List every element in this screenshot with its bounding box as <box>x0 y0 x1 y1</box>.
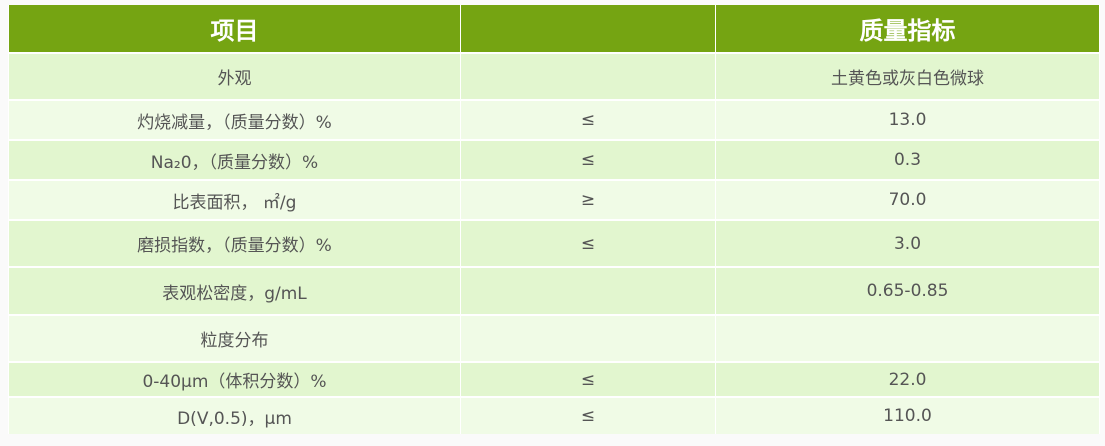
table-row: 表观松密度，g/mL 0.65-0.85 <box>8 266 1100 315</box>
spec-table: 项目 质量指标 外观 土黄色或灰白色微球 灼烧减量，（质量分数）% ≤13.0 Na₂0… <box>8 5 1100 434</box>
cell-item: 表观松密度，g/mL <box>8 266 461 315</box>
cell-value: 0.65-0.85 <box>715 266 1100 315</box>
cell-value: 0.3 <box>715 139 1100 180</box>
table-row: 灼烧减量，（质量分数）% ≤13.0 <box>8 99 1100 140</box>
table-row: 比表面积， ㎡/g ≥70.0 <box>8 179 1100 220</box>
cell-value: 13.0 <box>715 99 1100 140</box>
cell-op: ≤ <box>460 99 716 140</box>
header-row: 项目 质量指标 <box>8 5 1100 53</box>
cell-item: 粒度分布 <box>8 314 461 362</box>
cell-item: Na₂0，（质量分数）% <box>8 139 461 180</box>
cell-op: ≤ <box>460 139 716 180</box>
cell-op: ≤ <box>460 396 716 434</box>
cell-op: ≤ <box>460 219 716 267</box>
cell-value: 3.0 <box>715 219 1100 267</box>
header-spec: 质量指标 <box>715 5 1100 53</box>
cell-op: ≤ <box>460 361 716 397</box>
table-row: 磨损指数，（质量分数）% ≤3.0 <box>8 219 1100 267</box>
cell-item: D(V,0.5)，μm <box>8 396 461 434</box>
table-row: Na₂0，（质量分数）% ≤0.3 <box>8 139 1100 180</box>
cell-value <box>715 314 1100 362</box>
header-item: 项目 <box>8 5 461 53</box>
cell-item: 磨损指数，（质量分数）% <box>8 219 461 267</box>
table-row: 0-40μm（体积分数）% ≤22.0 <box>8 361 1100 397</box>
table-row: D(V,0.5)，μm ≤110.0 <box>8 396 1100 434</box>
cell-value: 70.0 <box>715 179 1100 220</box>
cell-op <box>460 52 716 100</box>
cell-op: ≥ <box>460 179 716 220</box>
cell-value: 110.0 <box>715 396 1100 434</box>
cell-item: 0-40μm（体积分数）% <box>8 361 461 397</box>
header-blank <box>460 5 716 53</box>
cell-item: 灼烧减量，（质量分数）% <box>8 99 461 140</box>
cell-op <box>460 314 716 362</box>
cell-item: 比表面积， ㎡/g <box>8 179 461 220</box>
table-row: 外观 土黄色或灰白色微球 <box>8 52 1100 100</box>
cell-item: 外观 <box>8 52 461 100</box>
cell-value: 土黄色或灰白色微球 <box>715 52 1100 100</box>
table-row: 粒度分布 <box>8 314 1100 362</box>
cell-op <box>460 266 716 315</box>
cell-value: 22.0 <box>715 361 1100 397</box>
